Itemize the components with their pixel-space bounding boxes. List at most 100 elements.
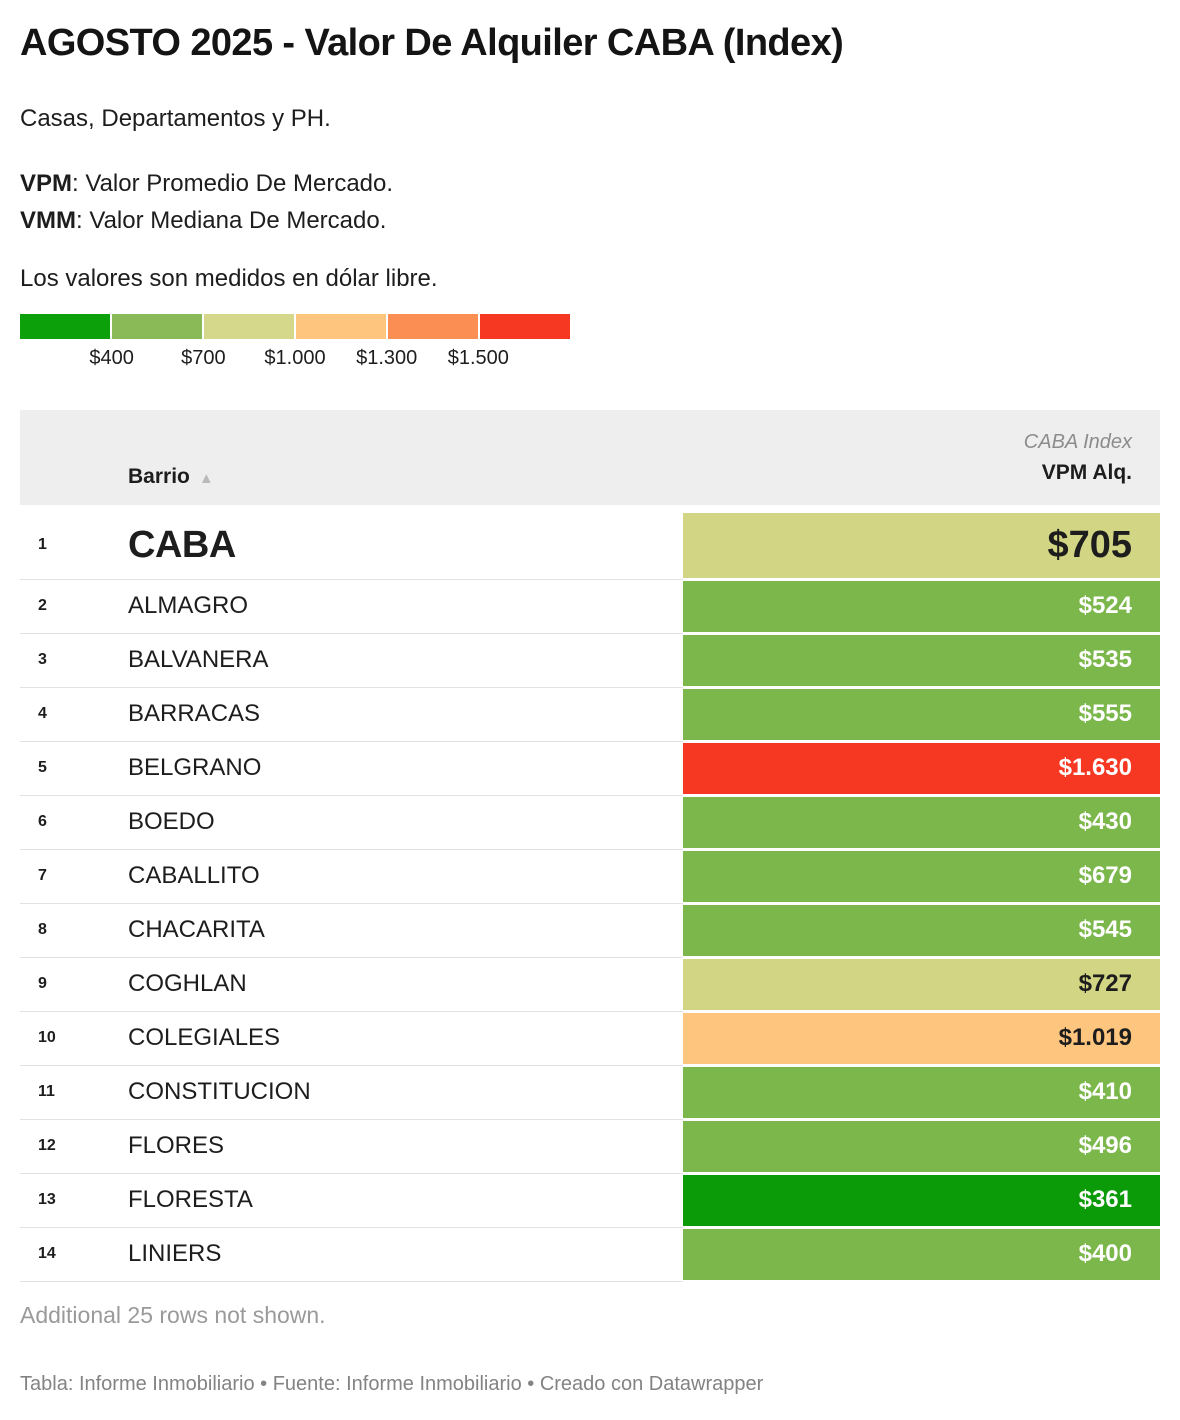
- table-header: Barrio ▲ CABA Index VPM Alq.: [20, 409, 1160, 505]
- row-left-section: 1 CABA: [20, 513, 683, 580]
- table-row: 12 FLORES $496: [20, 1120, 1160, 1174]
- legend-tick-label: $400: [89, 346, 134, 369]
- legend-labels: $400 $700 $1.000 $1.300 $1.500: [20, 347, 570, 371]
- row-rank: 1: [38, 536, 47, 554]
- legend-color-block: [112, 313, 202, 339]
- vpm-definition: VPM: Valor Promedio De Mercado.: [20, 165, 1160, 202]
- footer-link[interactable]: Informe Inmobiliario: [346, 1372, 522, 1395]
- table-row: 1 CABA $705: [20, 512, 1160, 580]
- sort-ascending-icon: ▲: [198, 469, 214, 487]
- row-rank: 8: [38, 921, 47, 939]
- row-left-section: 11 CONSTITUCION: [20, 1067, 683, 1120]
- table-row: 9 COGHLAN $727: [20, 958, 1160, 1012]
- page-title: AGOSTO 2025 - Valor De Alquiler CABA (In…: [20, 22, 844, 64]
- row-left-section: 5 BELGRANO: [20, 743, 683, 796]
- row-rank: 9: [38, 975, 47, 993]
- row-rank: 5: [38, 759, 47, 777]
- table-row: 4 BARRACAS $555: [20, 688, 1160, 742]
- vpm-value-cell: $727: [683, 958, 1160, 1010]
- barrio-name: CHACARITA: [128, 916, 265, 944]
- legend-tick-label: $1.000: [264, 346, 326, 369]
- table-row: 10 COLEGIALES $1.019: [20, 1012, 1160, 1066]
- row-left-section: 2 ALMAGRO: [20, 581, 683, 634]
- row-rank: 6: [38, 813, 47, 831]
- barrio-name: CONSTITUCION: [128, 1078, 311, 1106]
- footer-link[interactable]: Informe Inmobiliario: [78, 1372, 255, 1395]
- footer-text: Fuente:: [272, 1372, 347, 1395]
- legend-color-block: [480, 313, 570, 339]
- definitions-block: VPM: Valor Promedio De Mercado. VMM: Val…: [20, 165, 1160, 239]
- vpm-value-cell: $496: [683, 1120, 1160, 1172]
- value-column-header: CABA Index VPM Alq.: [1024, 431, 1132, 485]
- rows-not-shown-note: Additional 25 rows not shown.: [20, 1301, 326, 1328]
- currency-note: Los valores son medidos en dólar libre.: [20, 264, 438, 292]
- barrio-name: BOEDO: [128, 808, 215, 836]
- row-left-section: 3 BALVANERA: [20, 635, 683, 688]
- row-left-section: 7 CABALLITO: [20, 851, 683, 904]
- barrio-name: CABALLITO: [128, 862, 260, 890]
- row-rank: 13: [38, 1191, 56, 1209]
- legend-bar: [20, 313, 570, 339]
- table-row: 14 LINIERS $400: [20, 1228, 1160, 1282]
- table-row: 11 CONSTITUCION $410: [20, 1066, 1160, 1120]
- row-left-section: 6 BOEDO: [20, 797, 683, 850]
- table-row: 7 CABALLITO $679: [20, 850, 1160, 904]
- barrio-column-label: Barrio: [128, 464, 190, 488]
- row-rank: 14: [38, 1245, 56, 1263]
- row-left-section: 13 FLORESTA: [20, 1175, 683, 1228]
- barrio-name: LINIERS: [128, 1240, 222, 1268]
- footer-credits: Tabla: Informe Inmobiliario • Fuente: In…: [20, 1373, 1160, 1396]
- row-left-section: 9 COGHLAN: [20, 959, 683, 1012]
- table-row: 13 FLORESTA $361: [20, 1174, 1160, 1228]
- vpm-value-cell: $555: [683, 688, 1160, 740]
- legend-color-block: [388, 313, 478, 339]
- vpm-value-cell: $400: [683, 1228, 1160, 1280]
- footer-text: Tabla:: [20, 1372, 79, 1395]
- vmm-abbr: VMM: [20, 206, 76, 234]
- row-rank: 4: [38, 705, 47, 723]
- row-left-section: 8 CHACARITA: [20, 905, 683, 958]
- vpm-value-cell: $361: [683, 1174, 1160, 1226]
- vpm-value-cell: $679: [683, 850, 1160, 902]
- vpm-value-cell: $545: [683, 904, 1160, 956]
- vmm-text: : Valor Mediana De Mercado.: [76, 206, 387, 234]
- row-left-section: 10 COLEGIALES: [20, 1013, 683, 1066]
- row-rank: 10: [38, 1029, 56, 1047]
- vpm-value-cell: $524: [683, 580, 1160, 632]
- footer-link[interactable]: Datawrapper: [648, 1372, 764, 1395]
- footer-text: •: [521, 1372, 540, 1395]
- table-row: 2 ALMAGRO $524: [20, 580, 1160, 634]
- vpm-abbr: VPM: [20, 169, 73, 197]
- legend-tick-label: $1.500: [447, 346, 509, 369]
- vpm-text: : Valor Promedio De Mercado.: [72, 169, 394, 197]
- row-rank: 7: [38, 867, 47, 885]
- barrio-name: ALMAGRO: [128, 592, 249, 620]
- row-rank: 12: [38, 1137, 56, 1155]
- subtitle: Casas, Departamentos y PH.: [20, 104, 331, 132]
- column-header-vpm[interactable]: VPM Alq.: [1041, 460, 1132, 484]
- barrio-name: CABA: [128, 523, 236, 566]
- vpm-value-cell: $1.630: [683, 742, 1160, 794]
- vpm-value-cell: $705: [683, 512, 1160, 578]
- legend-tick-label: $1.300: [356, 346, 418, 369]
- barrio-name: COLEGIALES: [128, 1024, 281, 1052]
- legend-tick-label: $700: [181, 346, 226, 369]
- vpm-value-cell: $430: [683, 796, 1160, 848]
- footer-text: Creado con: [539, 1372, 649, 1395]
- column-header-barrio[interactable]: Barrio ▲: [128, 465, 214, 489]
- row-left-section: 12 FLORES: [20, 1121, 683, 1174]
- barrio-name: BELGRANO: [128, 754, 262, 782]
- barrio-name: BARRACAS: [128, 700, 261, 728]
- legend-color-block: [204, 313, 294, 339]
- barrio-name: FLORESTA: [128, 1186, 253, 1214]
- row-left-section: 4 BARRACAS: [20, 689, 683, 742]
- footer-text: •: [254, 1372, 273, 1395]
- row-rank: 2: [38, 597, 47, 615]
- row-rank: 11: [38, 1083, 55, 1101]
- vpm-value-cell: $410: [683, 1066, 1160, 1118]
- row-rank: 3: [38, 651, 47, 669]
- table-row: 5 BELGRANO $1.630: [20, 742, 1160, 796]
- table-row: 6 BOEDO $430: [20, 796, 1160, 850]
- barrio-name: COGHLAN: [128, 970, 247, 998]
